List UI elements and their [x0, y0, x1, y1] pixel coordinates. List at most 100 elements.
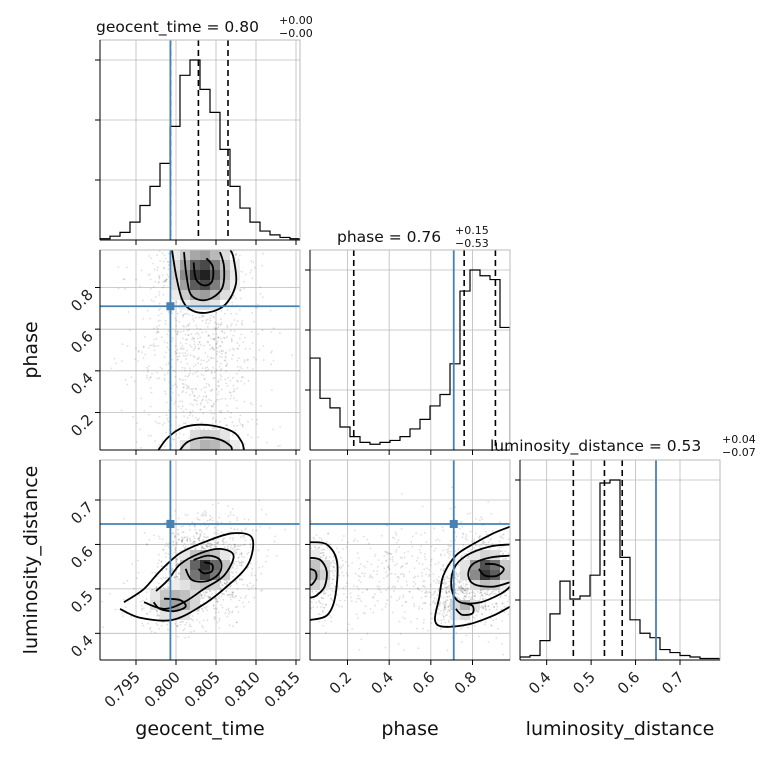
sample-point [207, 341, 210, 344]
sample-point [358, 597, 361, 600]
sample-point [481, 542, 484, 544]
sample-point [235, 571, 238, 574]
sample-point [444, 586, 446, 588]
sample-point [184, 367, 186, 369]
sample-point [220, 310, 223, 312]
contour-line [310, 556, 328, 599]
sample-point [164, 552, 167, 555]
sample-point [512, 567, 514, 569]
sample-point [418, 589, 421, 591]
sample-point [490, 592, 493, 595]
sample-point [517, 580, 519, 582]
contour-line [310, 568, 318, 586]
sample-point [206, 519, 209, 522]
sample-point [219, 323, 222, 326]
sample-point [363, 565, 365, 567]
sample-point [384, 550, 386, 553]
sample-point [236, 360, 239, 362]
sample-point [265, 560, 267, 563]
sample-point [167, 361, 170, 364]
sample-point [172, 473, 174, 475]
sample-point [402, 594, 405, 597]
sample-point [200, 480, 202, 482]
sample-point [205, 382, 208, 385]
sample-point [534, 548, 536, 550]
density-cell [470, 560, 480, 570]
sample-point [361, 591, 364, 594]
sample-point [446, 611, 449, 613]
sample-point [215, 600, 218, 603]
sample-point [241, 320, 244, 322]
sample-point [319, 613, 321, 616]
sample-point [312, 598, 315, 600]
sample-point [217, 326, 220, 328]
sample-point [451, 486, 453, 489]
sample-point [363, 572, 366, 575]
sample-point [364, 612, 366, 615]
sample-point [301, 536, 303, 538]
sample-point [230, 337, 233, 340]
sample-point [165, 278, 168, 281]
y-tick-label: 0.6 [67, 327, 97, 357]
sample-point [238, 418, 241, 421]
sample-point [396, 580, 399, 582]
sample-point [244, 543, 246, 546]
sample-point [448, 621, 451, 624]
sample-point [184, 369, 186, 372]
sample-point [217, 601, 219, 603]
sample-point [206, 619, 209, 622]
sample-point [431, 601, 434, 604]
sample-point [412, 576, 415, 579]
sample-point [473, 538, 476, 541]
sample-point [210, 404, 213, 407]
sample-point [233, 319, 236, 321]
sample-point [454, 570, 457, 573]
sample-point [176, 355, 179, 358]
sample-point [333, 574, 335, 577]
sample-point [417, 647, 420, 650]
sample-point [339, 567, 342, 570]
sample-point [470, 591, 473, 594]
sample-point [462, 544, 465, 546]
sample-point [356, 585, 359, 588]
sample-point [259, 293, 262, 295]
sample-point [470, 540, 473, 543]
sample-point [156, 565, 159, 568]
sample-point [217, 538, 220, 540]
sample-point [141, 299, 144, 302]
sample-point [197, 356, 200, 359]
sample-point [449, 574, 452, 577]
sample-point [147, 434, 150, 437]
density-cell [470, 600, 480, 610]
sample-point [196, 358, 199, 360]
sample-point [487, 544, 490, 547]
sample-point [391, 611, 394, 614]
sample-point [335, 603, 338, 606]
sample-point [171, 568, 174, 571]
sample-point [454, 576, 457, 579]
sample-point [406, 584, 409, 587]
sample-point [166, 199, 168, 201]
sample-point [421, 505, 424, 508]
sample-point [386, 599, 389, 602]
sample-point [482, 605, 485, 608]
sample-point [216, 350, 219, 353]
sample-point [222, 543, 225, 546]
sample-point [219, 337, 222, 340]
sample-point [170, 245, 172, 247]
sample-point [479, 595, 482, 598]
density-cell [200, 440, 210, 450]
sample-point [148, 378, 150, 381]
sample-point [141, 622, 144, 625]
sample-point [176, 624, 179, 627]
sample-point [501, 537, 504, 540]
sample-point [212, 333, 215, 336]
sample-point [285, 614, 287, 616]
sample-point [184, 375, 187, 377]
sample-point [250, 260, 253, 263]
sample-point [225, 589, 228, 592]
sample-point [444, 614, 447, 617]
sample-point [158, 309, 160, 311]
sample-point [322, 593, 325, 595]
sample-point [230, 411, 233, 414]
